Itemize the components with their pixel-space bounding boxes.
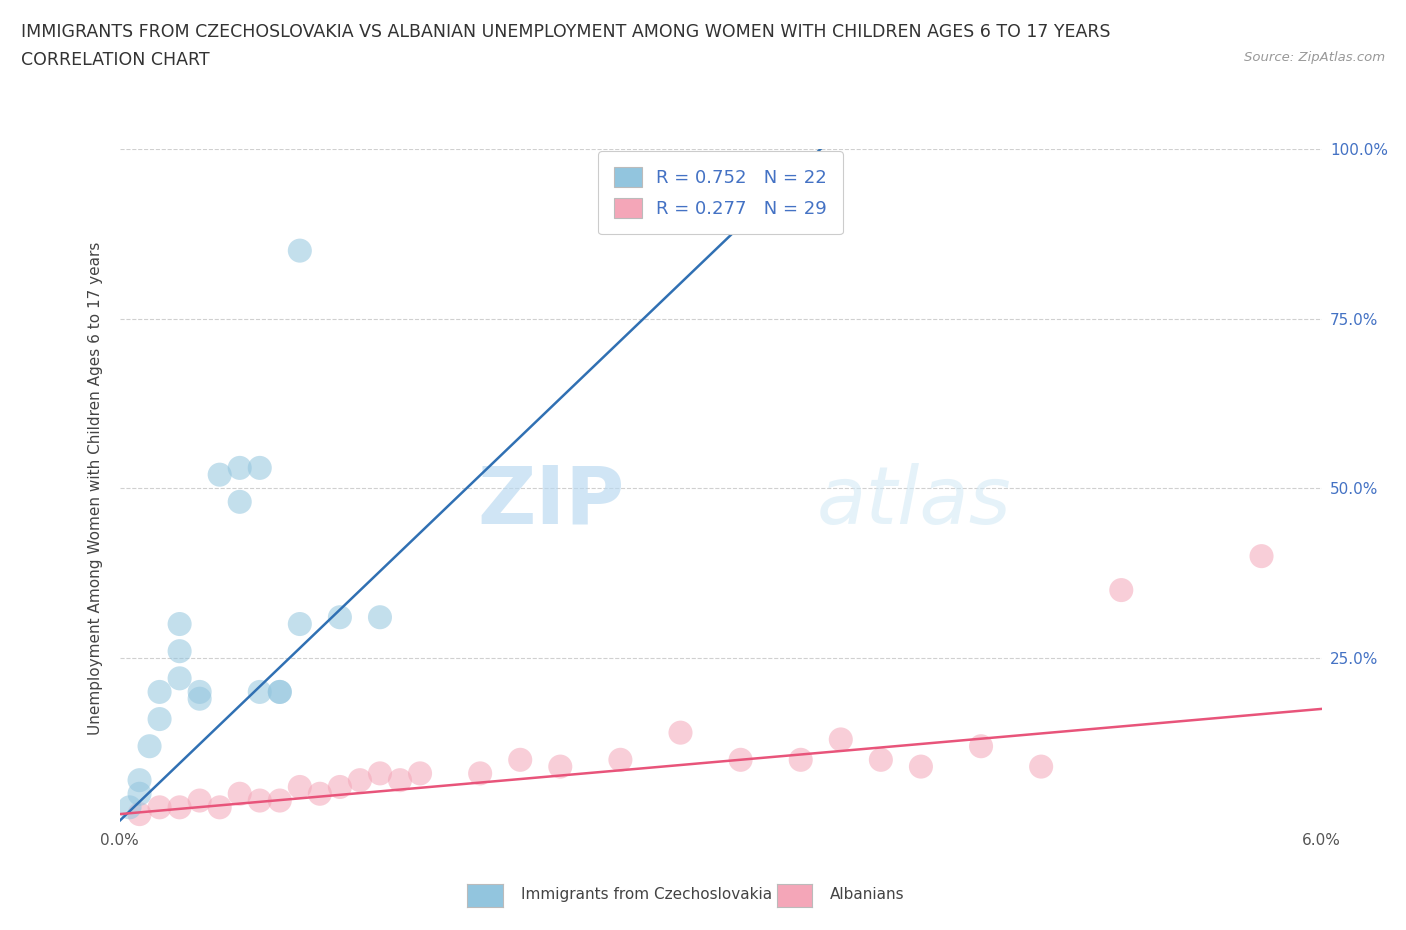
- Point: [169, 671, 191, 685]
- Point: [910, 759, 932, 774]
- Text: Albanians: Albanians: [830, 887, 905, 902]
- Point: [409, 766, 432, 781]
- Point: [790, 752, 813, 767]
- Point: [249, 684, 271, 699]
- Point: [249, 460, 271, 475]
- Point: [188, 691, 211, 706]
- Point: [388, 773, 412, 788]
- Text: Source: ZipAtlas.com: Source: ZipAtlas.com: [1244, 51, 1385, 64]
- Point: [288, 617, 311, 631]
- Point: [128, 787, 150, 802]
- Point: [228, 460, 252, 475]
- Text: IMMIGRANTS FROM CZECHOSLOVAKIA VS ALBANIAN UNEMPLOYMENT AMONG WOMEN WITH CHILDRE: IMMIGRANTS FROM CZECHOSLOVAKIA VS ALBANI…: [21, 23, 1111, 41]
- Text: Immigrants from Czechoslovakia: Immigrants from Czechoslovakia: [520, 887, 772, 902]
- Point: [730, 752, 752, 767]
- Point: [349, 773, 371, 788]
- Point: [368, 610, 391, 625]
- Point: [269, 684, 291, 699]
- Y-axis label: Unemployment Among Women with Children Ages 6 to 17 years: Unemployment Among Women with Children A…: [87, 242, 103, 735]
- Point: [1250, 549, 1272, 564]
- Point: [128, 806, 150, 821]
- Point: [970, 738, 993, 753]
- Point: [228, 787, 252, 802]
- Point: [669, 725, 692, 740]
- Point: [1111, 582, 1133, 598]
- Point: [269, 684, 291, 699]
- Point: [149, 800, 172, 815]
- Point: [329, 610, 352, 625]
- Point: [368, 766, 391, 781]
- Point: [188, 793, 211, 808]
- Point: [138, 738, 160, 753]
- Text: ZIP: ZIP: [477, 463, 624, 541]
- Point: [288, 244, 311, 259]
- Point: [548, 759, 571, 774]
- Point: [468, 766, 492, 781]
- Point: [228, 495, 252, 510]
- Point: [249, 793, 271, 808]
- Point: [149, 711, 172, 726]
- Point: [208, 467, 231, 482]
- Point: [208, 800, 231, 815]
- Point: [169, 800, 191, 815]
- Point: [169, 644, 191, 658]
- Text: CORRELATION CHART: CORRELATION CHART: [21, 51, 209, 69]
- Point: [869, 752, 891, 767]
- Point: [188, 684, 211, 699]
- Point: [149, 684, 172, 699]
- Point: [309, 787, 332, 802]
- Point: [509, 752, 531, 767]
- Legend: R = 0.752   N = 22, R = 0.277   N = 29: R = 0.752 N = 22, R = 0.277 N = 29: [598, 151, 844, 234]
- Point: [1029, 759, 1052, 774]
- Point: [269, 793, 291, 808]
- Point: [128, 773, 150, 788]
- Point: [288, 779, 311, 794]
- Point: [830, 732, 852, 747]
- Text: atlas: atlas: [817, 463, 1011, 541]
- Point: [169, 617, 191, 631]
- Point: [118, 800, 141, 815]
- Point: [329, 779, 352, 794]
- Point: [609, 752, 631, 767]
